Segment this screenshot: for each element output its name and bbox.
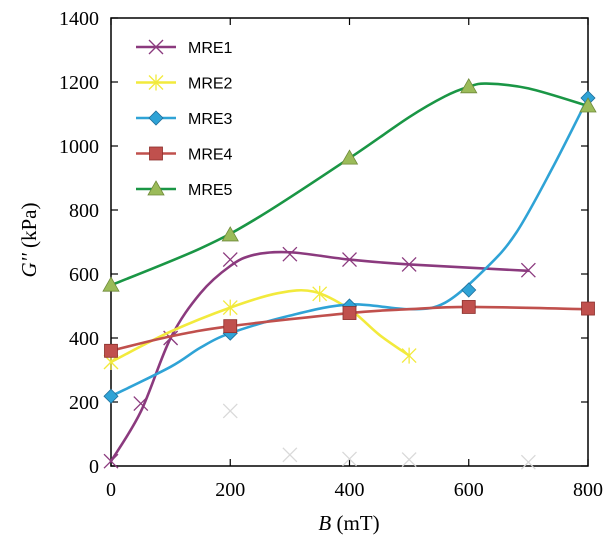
data-point <box>342 306 357 320</box>
legend-label: MRE3 <box>188 111 233 128</box>
faint-point <box>342 451 357 467</box>
legend-marker <box>149 146 163 161</box>
series-mre5 <box>102 77 597 292</box>
y-tick-label: 200 <box>69 392 99 414</box>
data-point <box>460 77 478 94</box>
faint-point <box>222 403 238 419</box>
data-point <box>579 97 597 113</box>
y-tick-label: 400 <box>69 328 99 350</box>
legend-marker <box>148 74 164 91</box>
x-tick-label: 0 <box>106 479 116 501</box>
series-mre3 <box>103 90 596 404</box>
data-point <box>401 256 417 272</box>
y-axis-ticks: 0 200 400 600 800 1000 1200 1400 <box>59 8 588 478</box>
x-axis-ticks: 0 200 400 600 800 <box>106 18 603 501</box>
legend-item: MRE2 <box>136 74 233 93</box>
data-point <box>222 299 238 316</box>
legend-marker <box>148 110 164 126</box>
series-line <box>109 96 590 398</box>
data-point <box>461 300 476 314</box>
legend-label: MRE1 <box>188 40 233 57</box>
y-axis-title: G'' (kPa) <box>17 203 41 278</box>
faint-point <box>520 454 536 470</box>
legend-label: MRE4 <box>188 147 233 164</box>
legend-label: MRE5 <box>188 182 233 199</box>
y-tick-label: 800 <box>69 200 99 222</box>
data-point <box>102 276 120 292</box>
series-layer <box>102 77 597 469</box>
data-point <box>282 246 298 262</box>
data-point <box>312 285 328 302</box>
data-point <box>222 252 238 268</box>
x-axis-title: B (mT) <box>318 511 379 535</box>
x-tick-label: 200 <box>215 479 245 501</box>
x-tick-label: 400 <box>335 479 365 501</box>
y-tick-label: 1200 <box>59 72 99 94</box>
series-line <box>109 250 530 463</box>
series-line <box>109 82 590 287</box>
legend-item: MRE4 <box>136 147 233 164</box>
data-point <box>340 149 359 165</box>
legend-item: MRE3 <box>136 110 233 128</box>
x-tick-label: 800 <box>573 479 603 501</box>
data-point <box>103 453 119 469</box>
legend: MRE1 MRE2 MRE3 MRE4 MRE5 <box>136 39 233 199</box>
faint-markers <box>222 403 536 470</box>
legend-marker <box>147 180 165 196</box>
data-point <box>520 262 536 278</box>
faint-point <box>401 452 417 468</box>
data-point <box>581 301 595 316</box>
data-point <box>221 226 239 242</box>
legend-marker <box>148 39 164 55</box>
data-point <box>133 396 149 412</box>
data-point <box>103 388 119 404</box>
legend-item: MRE5 <box>136 180 233 199</box>
series-mre2 <box>103 285 417 370</box>
data-point <box>104 343 118 358</box>
data-point <box>461 282 477 298</box>
y-tick-label: 600 <box>69 264 99 286</box>
x-tick-label: 600 <box>454 479 484 501</box>
legend-item: MRE1 <box>136 39 233 57</box>
data-point <box>342 252 357 268</box>
y-tick-label: 1000 <box>59 136 99 158</box>
y-tick-label: 0 <box>89 456 99 478</box>
data-point <box>223 319 238 334</box>
data-point <box>401 347 417 364</box>
y-tick-label: 1400 <box>59 8 99 30</box>
series-mre4 <box>104 300 595 358</box>
legend-label: MRE2 <box>188 76 233 93</box>
faint-point <box>282 447 298 463</box>
series-line <box>109 288 411 364</box>
series-mre1 <box>103 246 536 469</box>
